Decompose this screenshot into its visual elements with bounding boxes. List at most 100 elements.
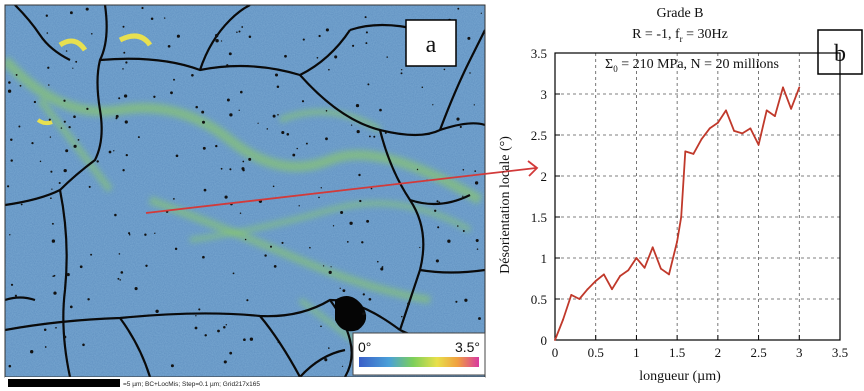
scale-bar-caption: =5 µm; BC+LocMis; Step=0.1 µm; Grid217x1… <box>123 381 260 388</box>
noise-dot <box>273 265 277 268</box>
noise-dot <box>215 144 218 148</box>
profile-arrow <box>145 160 539 214</box>
data-point <box>749 127 752 130</box>
noise-dot <box>45 14 48 17</box>
noise-dot <box>204 334 207 337</box>
noise-dot <box>125 61 128 64</box>
data-point <box>798 86 801 89</box>
noise-dot <box>118 97 121 100</box>
noise-dot <box>87 298 90 301</box>
noise-dot <box>416 168 419 171</box>
noise-dot <box>69 305 73 309</box>
noise-dot <box>228 52 232 56</box>
noise-dot <box>281 130 285 135</box>
noise-dot <box>358 173 361 177</box>
noise-dot <box>8 81 11 84</box>
noise-dot <box>194 326 198 330</box>
noise-dot <box>373 135 376 138</box>
colorbar-legend: 0° 3.5° <box>352 332 486 376</box>
y-tick-label: 2.5 <box>531 128 547 143</box>
noise-dot <box>386 56 388 58</box>
noise-dot <box>437 226 440 229</box>
noise-dot <box>31 141 34 145</box>
noise-dot <box>324 358 328 362</box>
noise-dot <box>48 84 50 86</box>
noise-dot <box>82 343 85 347</box>
noise-dot <box>114 213 117 217</box>
noise-dot <box>447 239 451 243</box>
panel-label-a-text: a <box>426 32 437 58</box>
noise-dot <box>272 114 276 118</box>
chart-series <box>554 86 801 341</box>
noise-dot <box>274 73 279 77</box>
noise-dot <box>195 105 198 109</box>
noise-dot <box>63 335 67 339</box>
chart-axes <box>554 52 841 341</box>
noise-dot <box>241 26 244 28</box>
noise-dot <box>328 68 330 71</box>
noise-dot <box>325 137 328 141</box>
noise-dot <box>73 115 76 119</box>
noise-dot <box>14 297 16 299</box>
noise-dot <box>456 117 460 121</box>
noise-dot <box>33 100 37 104</box>
noise-dot <box>90 253 93 256</box>
noise-dot <box>55 326 57 329</box>
noise-dot <box>51 222 54 225</box>
data-point <box>594 280 597 282</box>
noise-dot <box>232 272 235 275</box>
noise-dot <box>175 154 179 158</box>
noise-dot <box>240 90 243 94</box>
noise-dot <box>144 233 147 236</box>
noise-dot <box>52 275 54 277</box>
noise-dot <box>380 267 384 271</box>
noise-dot <box>381 266 384 268</box>
noise-dot <box>281 241 284 244</box>
arrow-head <box>527 160 539 177</box>
title-freq-subscript: r <box>680 34 683 44</box>
noise-dot <box>195 315 197 317</box>
noise-dot <box>150 17 154 21</box>
noise-dot <box>298 205 300 207</box>
noise-dot <box>242 169 245 172</box>
title-line-1: Grade B <box>656 6 703 21</box>
noise-dot <box>434 209 437 212</box>
noise-dot <box>14 294 17 297</box>
noise-dot <box>20 203 23 206</box>
noise-dot <box>346 241 349 243</box>
noise-dot <box>330 266 332 268</box>
colorbar-gradient <box>359 357 479 367</box>
x-tick-label: 2 <box>715 345 722 360</box>
noise-dot <box>462 195 464 197</box>
noise-dot <box>284 54 287 58</box>
noise-dot <box>334 55 338 59</box>
noise-dot <box>356 129 360 134</box>
noise-dot <box>8 364 12 368</box>
noise-dot <box>309 246 311 249</box>
noise-dot <box>10 283 14 286</box>
noise-dot <box>367 83 370 86</box>
noise-dot <box>39 160 42 163</box>
noise-dot <box>239 212 242 214</box>
noise-dot <box>49 136 52 138</box>
noise-dot <box>438 201 441 204</box>
noise-dot <box>376 260 379 263</box>
y-tick-label: 1.5 <box>531 210 547 225</box>
noise-dot <box>229 113 233 117</box>
noise-dot <box>134 287 138 291</box>
noise-dot <box>63 120 66 123</box>
data-point <box>603 273 605 276</box>
noise-dot <box>51 188 53 190</box>
noise-dot <box>243 338 246 342</box>
noise-dot <box>215 39 219 43</box>
noise-dot <box>125 153 128 157</box>
data-point <box>757 143 760 146</box>
noise-dot <box>277 341 279 344</box>
noise-dot <box>198 308 201 311</box>
data-point <box>676 240 678 243</box>
noise-dot <box>467 36 471 40</box>
data-point <box>562 318 564 321</box>
noise-dot <box>379 108 382 112</box>
noise-dot <box>361 241 364 244</box>
noise-dot <box>53 274 56 277</box>
